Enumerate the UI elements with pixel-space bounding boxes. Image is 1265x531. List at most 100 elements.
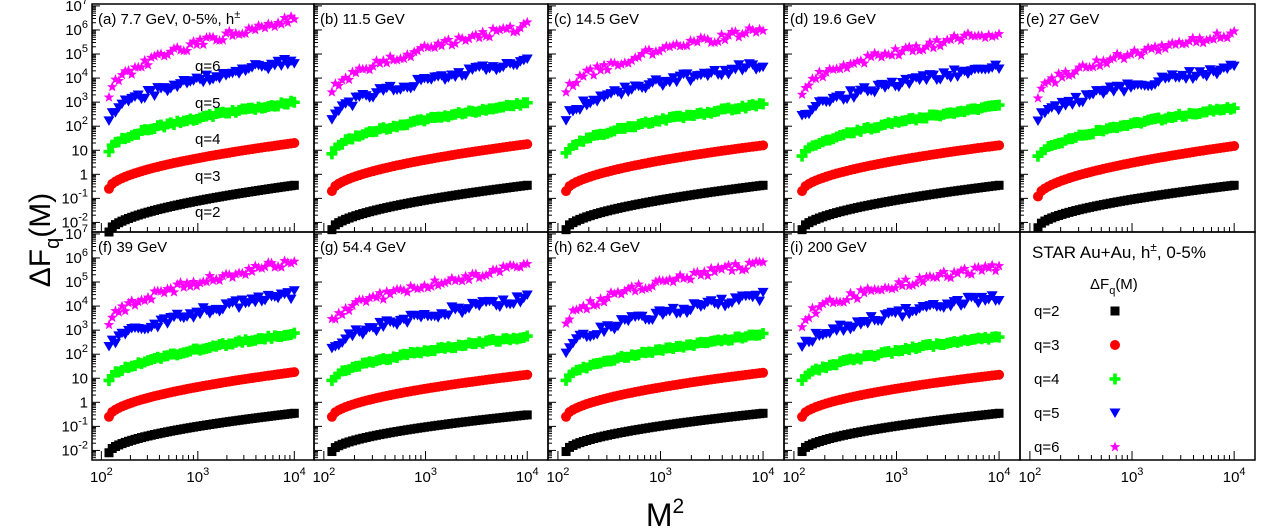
data-point <box>522 258 533 269</box>
x-tick-label: 103 <box>885 466 908 486</box>
data-point <box>429 42 440 53</box>
data-point <box>374 57 386 68</box>
data-point <box>181 45 193 56</box>
data-point <box>931 34 943 45</box>
data-point <box>664 41 675 52</box>
data-point <box>796 150 808 162</box>
series-q=4 <box>1032 102 1240 162</box>
data-point <box>473 105 485 117</box>
series-q=5 <box>1032 60 1240 126</box>
data-point <box>103 91 115 102</box>
data-point <box>1036 83 1047 93</box>
data-point <box>561 225 571 235</box>
data-point <box>357 129 369 141</box>
data-point <box>917 276 929 287</box>
data-point <box>168 286 180 297</box>
data-point <box>588 300 599 310</box>
data-point <box>279 12 290 23</box>
data-point <box>246 266 258 277</box>
data-point <box>629 121 641 133</box>
data-point <box>230 268 242 279</box>
data-point <box>188 276 199 287</box>
data-point <box>800 82 811 93</box>
data-point <box>865 51 877 62</box>
data-point <box>474 32 485 43</box>
y-ticks <box>548 233 556 461</box>
data-point <box>702 270 713 281</box>
data-point <box>980 32 991 43</box>
y-tick-label: 103 <box>65 91 88 111</box>
data-point <box>800 314 811 325</box>
data-point <box>750 100 762 112</box>
legend-marker <box>1110 340 1120 350</box>
data-point <box>1160 43 1171 54</box>
data-point <box>948 30 960 41</box>
data-point <box>740 263 752 274</box>
x-ticks <box>100 223 295 232</box>
legend-title: STAR Au+Au, h±, 0-5% <box>1032 240 1206 262</box>
data-point <box>626 55 637 66</box>
y-tick-label: 10-2 <box>62 439 88 459</box>
data-point <box>405 51 416 62</box>
data-point <box>1139 44 1150 55</box>
data-point <box>113 306 124 317</box>
data-point <box>1125 48 1137 59</box>
data-point <box>289 367 300 378</box>
data-point <box>584 132 596 144</box>
data-point <box>1060 66 1071 77</box>
x-tick-label: 102 <box>547 466 570 486</box>
legend: 102 103 104 STAR Au+Au, h±, 0-5% ΔFq(M) q=2 q=… <box>1018 231 1256 486</box>
data-point <box>289 180 299 190</box>
data-point <box>667 276 679 287</box>
data-point <box>609 288 620 299</box>
data-point <box>959 299 971 309</box>
panel-9: 102 103 104 (i) 200 GeV <box>783 231 1021 486</box>
data-point <box>623 57 634 68</box>
data-point <box>661 275 672 286</box>
curve-labels: q=6 q=5 q=4 q=3 q=2 <box>195 58 220 221</box>
data-point <box>841 62 853 73</box>
data-point <box>619 285 631 296</box>
data-point <box>747 258 758 269</box>
data-point <box>282 98 294 110</box>
data-point <box>859 57 870 68</box>
data-point <box>514 99 526 111</box>
legend-entry-label: q=5 <box>1034 405 1059 422</box>
data-point <box>165 46 176 57</box>
data-point <box>158 121 170 133</box>
data-point <box>994 180 1004 190</box>
y-tick-label: 102 <box>65 115 88 135</box>
data-point <box>1184 35 1195 46</box>
data-point <box>900 304 912 314</box>
x-ticks <box>557 451 764 460</box>
data-point <box>429 274 440 285</box>
data-point <box>1153 45 1164 56</box>
y-tick-label: 105 <box>65 43 88 63</box>
y-ticks <box>784 5 792 233</box>
data-point <box>214 275 225 285</box>
data-point <box>806 337 818 347</box>
data-point <box>578 300 589 311</box>
data-point <box>172 278 183 289</box>
data-point <box>450 275 461 286</box>
data-point <box>439 35 451 46</box>
data-point <box>709 266 720 277</box>
data-point <box>259 22 271 33</box>
data-point <box>920 112 932 124</box>
series-q=2 <box>797 408 1004 457</box>
data-point <box>924 338 936 350</box>
legend-marker <box>1110 306 1120 316</box>
data-point <box>1218 104 1230 116</box>
data-point <box>518 18 530 29</box>
data-point <box>1056 137 1068 149</box>
data-point <box>684 305 696 316</box>
data-point <box>230 296 242 306</box>
data-point <box>398 53 410 64</box>
data-point <box>282 17 294 28</box>
data-point <box>1187 32 1199 43</box>
data-point <box>646 315 658 325</box>
data-point <box>897 45 908 56</box>
data-point <box>647 49 658 60</box>
y-axis-title: ΔFq(M) <box>24 193 64 287</box>
data-point <box>350 296 362 307</box>
